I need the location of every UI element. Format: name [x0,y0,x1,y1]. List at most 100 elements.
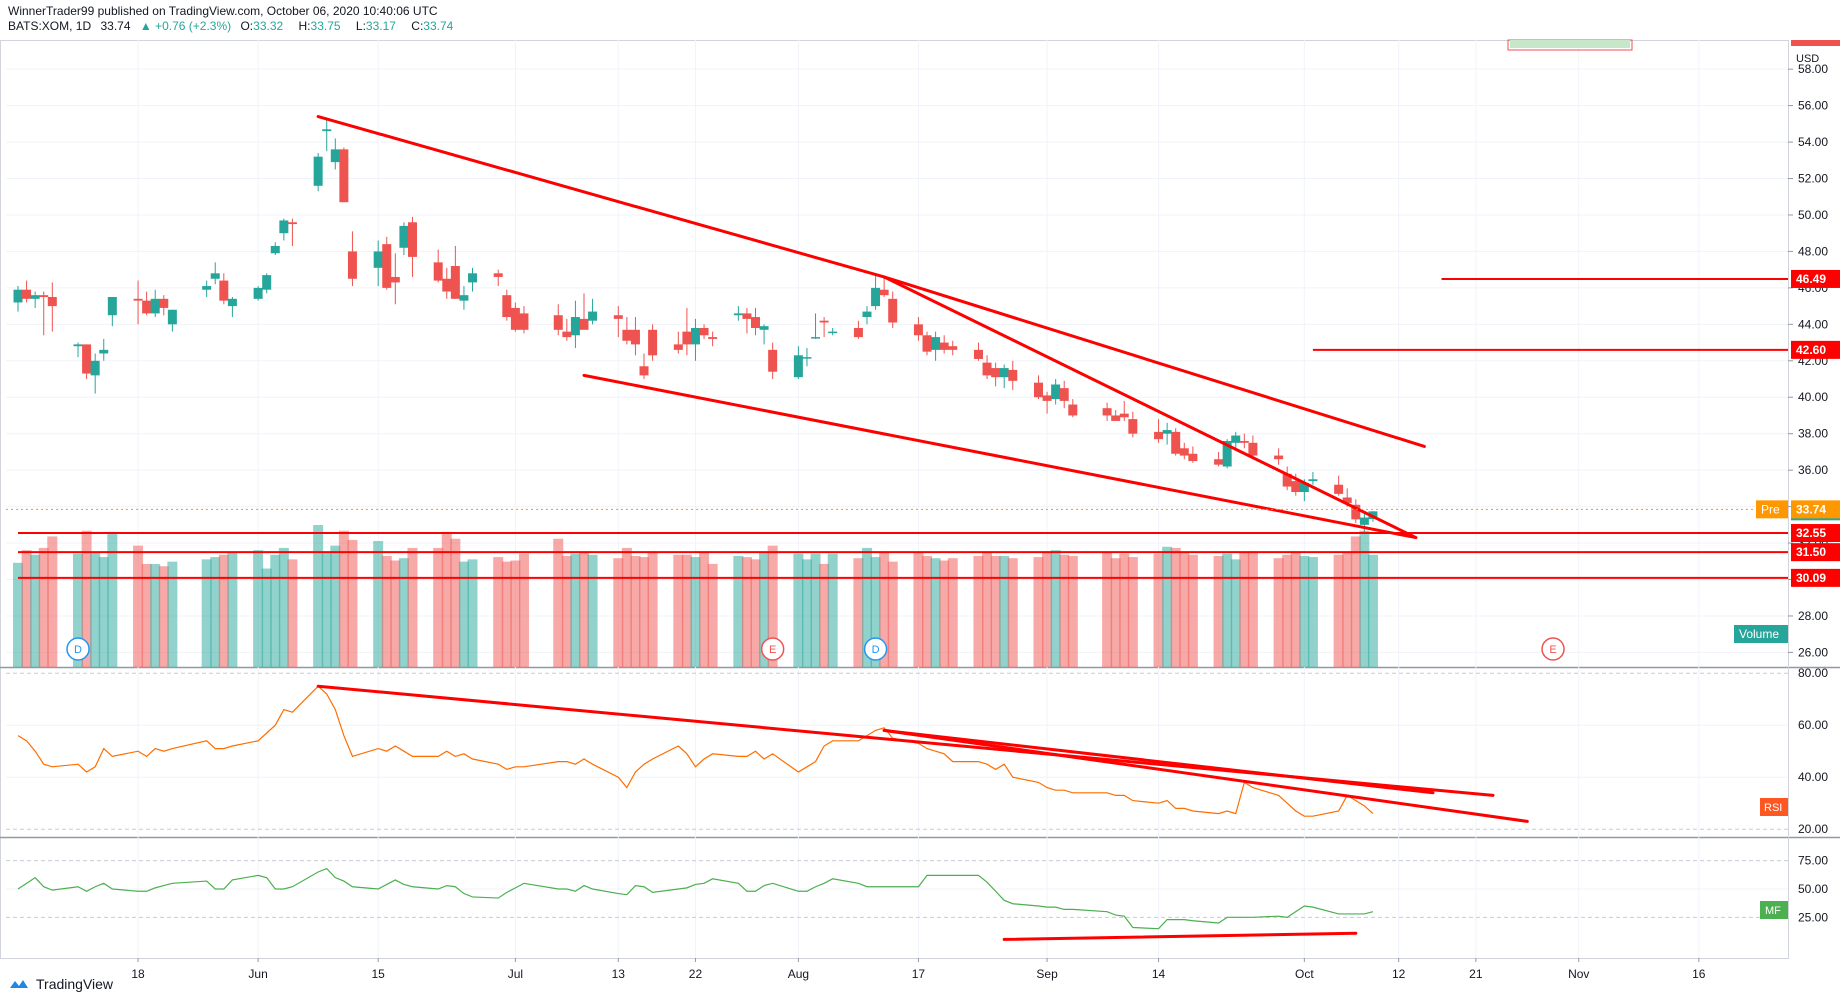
volume-bar [518,553,529,667]
candle [82,344,92,380]
candle-body [1282,473,1292,487]
candle-body [588,311,598,321]
candle-body [159,298,169,308]
candle-body [502,295,512,318]
mf-tick-label: 50.00 [1798,882,1828,896]
ohlc-open: O:33.32 [240,19,289,33]
volume-bar [561,555,572,667]
candle [442,267,452,299]
candle-body [407,222,417,257]
candle-body [742,313,752,319]
volume-bar [1050,550,1061,667]
candle-body [699,327,709,336]
candle-body [1359,517,1369,525]
y-tick-label: 28.00 [1798,609,1828,623]
candle-body [1102,408,1112,416]
symbol-label[interactable]: BATS:XOM, 1D [8,19,92,33]
candle [373,240,383,287]
volume-bar [587,554,598,667]
price-tag-text: 31.50 [1796,545,1826,559]
candle-body [399,225,409,248]
volume-bar [827,553,838,667]
candle-body [973,349,983,359]
candle [733,306,743,321]
candle-body [1351,504,1361,520]
candle-body [133,298,143,301]
volume-bar [81,530,92,667]
candle [1154,419,1164,443]
y-tick-label: 50.00 [1798,208,1828,222]
candle-body [510,307,520,330]
candle [1068,399,1078,418]
candle-body [1188,453,1198,462]
volume-bar [887,561,898,667]
candle [1008,360,1018,390]
volume-bar [1127,557,1138,667]
candle [253,286,263,301]
volume-bar [313,525,324,667]
volume-bar [73,553,84,667]
volume-bar [158,566,169,667]
candle-body [330,149,340,163]
candle [613,306,623,338]
event-marker: D [66,637,90,661]
volume-bar [407,547,418,667]
candle-body [553,315,563,330]
candle-body [768,349,778,372]
candle [948,340,958,356]
rsi-tick-label: 20.00 [1798,822,1828,836]
y-tick-label: 36.00 [1798,463,1828,477]
candle-body [1274,455,1284,460]
candle-body [270,245,280,254]
volume-bar [1042,551,1053,667]
volume-bar [982,552,993,667]
ohlc-low: L:33.17 [356,19,402,33]
volume-bar [1110,558,1121,667]
price-tag-text: 42.60 [1796,343,1826,357]
volume-bar [1213,555,1224,667]
volume-bar [621,547,632,667]
candle-body [639,366,649,376]
candle [159,295,169,316]
x-tick-label: Aug [788,967,809,981]
trend-line [882,275,1426,448]
price-tag-box [1791,568,1840,587]
candle-body [382,244,392,288]
candle-body [1042,395,1052,401]
candle [1179,442,1189,460]
candle [39,291,49,336]
candle [768,342,778,380]
volume-bar [218,554,229,667]
cut-off-box-fill [1510,40,1630,48]
x-tick-label: 21 [1469,967,1483,981]
candle [47,282,57,332]
volume-bar [553,538,564,667]
candle-body [733,313,743,316]
volume-bar [1342,552,1353,667]
volume-bar [681,554,692,667]
volume-bar [853,558,864,667]
candle-body [982,362,992,376]
volume-tag-text: Volume [1739,627,1779,641]
volume-bar [1102,552,1113,667]
event-letter: E [1549,644,1556,656]
candle-body [708,337,718,339]
trend-line [582,373,1418,540]
volume-bar [98,557,109,667]
candle-body [99,349,109,354]
candle [802,348,812,367]
volume-bar [1230,559,1241,667]
candle-body [1068,404,1078,416]
tradingview-brand[interactable]: TradingView [8,976,113,992]
candle-body [991,368,1001,378]
candle [1231,431,1241,451]
candle [570,300,580,349]
candle [399,222,409,256]
volume-bar [690,557,701,667]
candle [999,364,1009,389]
change-value: ▲ +0.76 (+2.3%) [139,19,232,33]
candle [219,273,229,305]
candle-body [630,329,640,345]
volume-bar [1179,552,1190,667]
